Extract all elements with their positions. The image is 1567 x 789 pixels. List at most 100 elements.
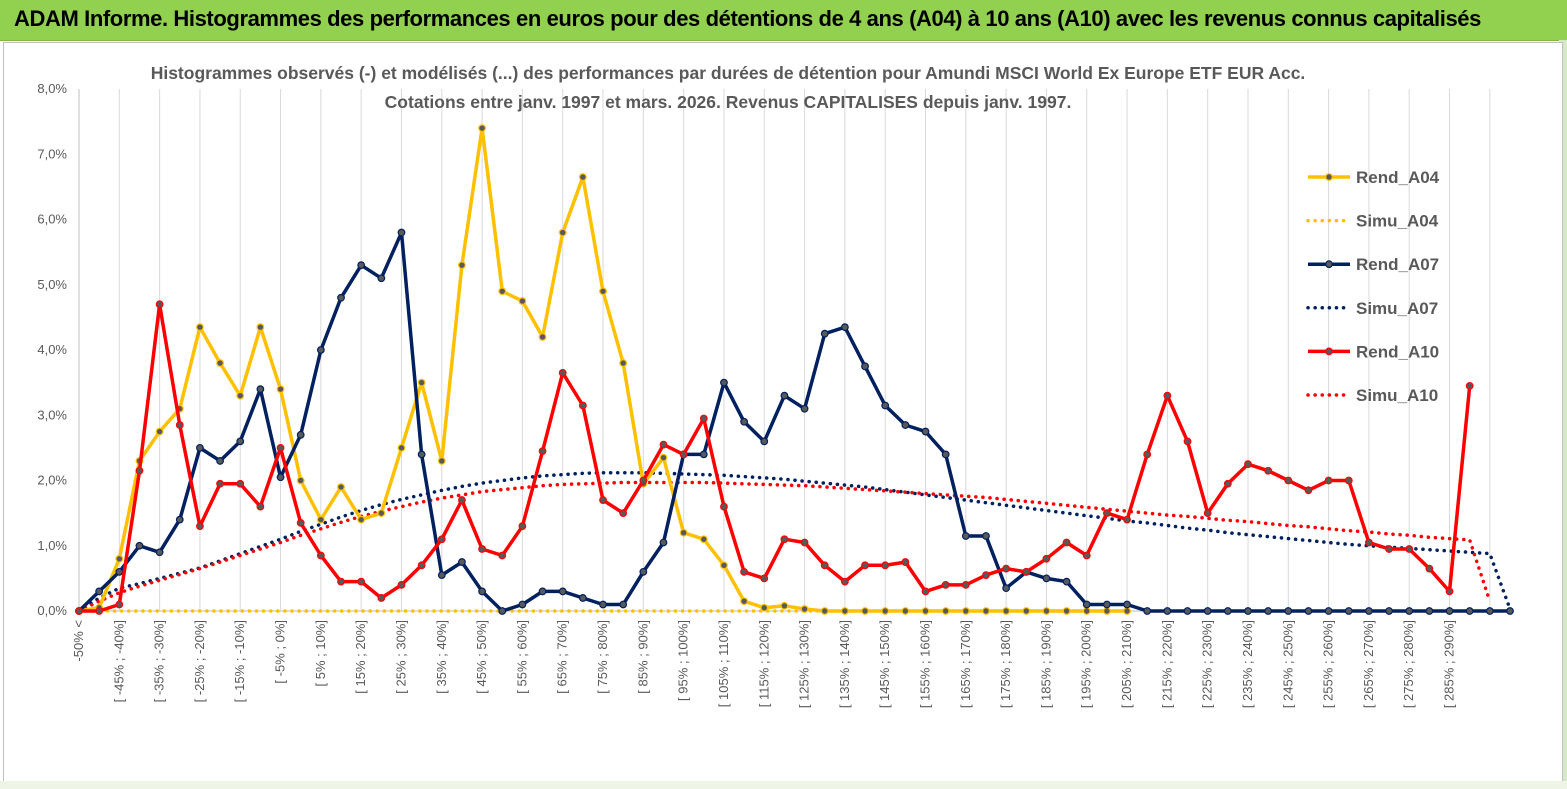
- x-tick-label: [ 135% ; 140%]: [837, 620, 852, 708]
- axes: 0,0% 1,0% 2,0% 3,0% 4,0% 5,0% 6,0% 7,0% 8,0% -50%…: [37, 81, 1510, 708]
- gridlines: [78, 89, 1491, 611]
- x-tick-label: [ 165% ; 170%]: [958, 620, 973, 708]
- data-point-rend-a10: [679, 450, 688, 459]
- data-point-rend-a10: [357, 577, 366, 586]
- series-rend-a10: [75, 300, 1474, 615]
- data-point-rend-a04: [619, 359, 628, 367]
- data-point-rend-a10: [377, 594, 386, 602]
- data-point-rend-a04: [578, 173, 587, 181]
- data-point-rend-a07: [518, 600, 527, 609]
- data-point-rend-a04: [1123, 607, 1131, 615]
- data-point-rend-a04: [760, 603, 769, 612]
- data-point-rend-a10: [921, 587, 930, 596]
- data-point-rend-a04: [1062, 607, 1071, 615]
- data-point-rend-a07: [115, 567, 124, 576]
- x-tick-label: [ 185% ; 190%]: [1038, 620, 1053, 708]
- x-tick-label: [ 175% ; 180%]: [998, 620, 1013, 708]
- data-point-rend-a10: [619, 509, 628, 518]
- data-point-rend-a04: [941, 607, 950, 615]
- chart-subtitle: Cotations entre janv. 1997 et mars. 2026…: [385, 92, 1072, 112]
- data-point-rend-a10: [337, 577, 345, 586]
- bottom-border-strip: [0, 781, 1567, 789]
- data-point-rend-a10: [115, 600, 124, 609]
- data-point-rend-a10: [941, 581, 950, 589]
- x-tick-label: [ -5% ; 0%]: [273, 620, 288, 684]
- data-point-rend-a10: [518, 522, 527, 531]
- data-point-rend-a07: [1385, 607, 1393, 615]
- data-point-rend-a10: [296, 519, 305, 527]
- chart-frame: [3, 42, 1563, 782]
- legend-label-rend-a10: Rend_A10: [1356, 342, 1439, 361]
- report-banner: ADAM Informe. Histogrammes des performan…: [0, 0, 1567, 41]
- data-point-rend-a10: [1304, 486, 1313, 495]
- data-point-rend-a07: [357, 261, 366, 270]
- data-point-rend-a07: [820, 329, 829, 338]
- data-point-rend-a07: [1244, 607, 1252, 615]
- x-tick-label: [ 235% ; 240%]: [1240, 620, 1255, 708]
- y-tick-label: 7,0%: [37, 146, 67, 161]
- chart-title: Histogrammes observés (-) et modélisés (…: [151, 63, 1306, 83]
- x-tick-label: [ 145% ; 150%]: [877, 620, 892, 708]
- data-point-rend-a04: [337, 483, 345, 491]
- data-point-rend-a07: [1264, 607, 1273, 615]
- data-point-rend-a07: [861, 362, 869, 371]
- data-point-rend-a04: [820, 607, 829, 615]
- data-point-rend-a07: [881, 401, 890, 410]
- data-point-rend-a10: [961, 581, 970, 589]
- data-point-rend-a04: [256, 323, 265, 332]
- data-point-rend-a04: [1042, 607, 1051, 615]
- data-point-rend-a07: [1223, 607, 1232, 615]
- data-point-rend-a04: [1103, 607, 1111, 615]
- data-point-rend-a04: [216, 359, 224, 367]
- data-point-rend-a04: [115, 554, 124, 563]
- data-point-rend-a07: [135, 541, 144, 550]
- data-point-rend-a04: [377, 509, 386, 518]
- data-point-rend-a10: [478, 545, 486, 553]
- x-tick-label: [ 215% ; 220%]: [1159, 620, 1174, 708]
- data-point-rend-a10: [1385, 545, 1393, 553]
- x-tick-label: [ 85% ; 90%]: [635, 620, 650, 694]
- x-tick-label: [ 115% ; 120%]: [756, 620, 771, 707]
- data-point-rend-a07: [578, 594, 587, 602]
- legend-marker-rend-a04: [1325, 173, 1333, 181]
- x-tick-label: [ 225% ; 230%]: [1200, 620, 1215, 708]
- data-point-rend-a10: [820, 561, 829, 570]
- data-point-rend-a04: [538, 333, 547, 341]
- data-point-rend-a07: [558, 587, 567, 596]
- legend-item-rend-a04: Rend_A04: [1308, 168, 1440, 187]
- data-point-rend-a04: [1082, 607, 1091, 615]
- data-point-rend-a07: [1103, 600, 1111, 609]
- series-rend-a04: [75, 124, 1131, 615]
- y-tick-label: 6,0%: [37, 212, 67, 227]
- data-point-rend-a10: [276, 443, 285, 452]
- x-tick-label: [ 5% ; 10%]: [313, 620, 328, 686]
- x-tick-label: [ 75% ; 80%]: [595, 620, 610, 694]
- legend-marker-rend-a07: [1325, 260, 1333, 269]
- series-line-rend-a10: [77, 302, 1472, 613]
- data-point-rend-a07: [276, 473, 285, 482]
- data-point-rend-a04: [720, 561, 728, 570]
- y-tick-label: 4,0%: [37, 342, 67, 357]
- legend-label-simu-a07: Simu_A07: [1356, 299, 1438, 318]
- data-point-rend-a10: [1284, 476, 1293, 485]
- data-point-rend-a10: [800, 538, 809, 547]
- data-point-rend-a07: [316, 346, 325, 354]
- data-point-rend-a07: [961, 532, 970, 540]
- data-point-rend-a10: [1002, 564, 1011, 573]
- data-point-rend-a07: [1284, 607, 1293, 615]
- data-point-rend-a07: [1365, 607, 1373, 615]
- data-point-rend-a07: [1062, 577, 1071, 586]
- data-point-rend-a07: [236, 437, 245, 446]
- data-point-rend-a07: [800, 404, 809, 413]
- data-point-rend-a07: [397, 228, 406, 237]
- data-point-rend-a07: [1324, 607, 1333, 615]
- y-tick-label: 3,0%: [37, 407, 67, 422]
- legend-item-simu-a04: Simu_A04: [1306, 212, 1439, 231]
- series-layer: [75, 124, 1514, 615]
- data-point-rend-a07: [256, 385, 265, 394]
- data-point-rend-a10: [1344, 476, 1353, 485]
- data-point-rend-a07: [1506, 607, 1514, 615]
- data-point-rend-a04: [236, 391, 245, 400]
- data-point-rend-a07: [1344, 607, 1353, 615]
- series-line-rend-a07: [77, 230, 1512, 613]
